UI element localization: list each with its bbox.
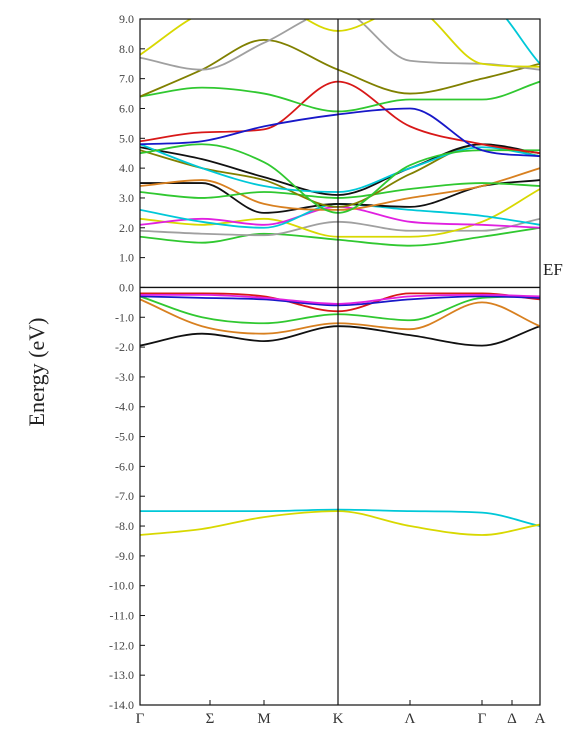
y-tick-label: 6.0 [119,101,134,115]
band-line-25 [140,1,540,67]
y-tick-label: 4.0 [119,161,134,175]
kpoint-label-4: Λ [405,711,416,727]
kpoint-label-2: M [257,711,270,727]
plot-frame [140,19,540,705]
band-line-18 [140,144,540,192]
kpoint-label-6: Δ [507,711,517,727]
y-tick-label: -5.0 [115,430,134,444]
y-tick-label: -13.0 [109,668,134,682]
y-tick-label: -8.0 [115,519,134,533]
y-tick-label: 5.0 [119,131,134,145]
y-tick-label: 1.0 [119,251,134,265]
y-tick-label: -12.0 [109,638,134,652]
y-tick-label: -2.0 [115,340,134,354]
band-line-2 [140,326,540,345]
y-tick-label: -14.0 [109,698,134,712]
y-tick-label: -6.0 [115,459,134,473]
y-axis-label: Energy (eV) [24,318,49,427]
band-line-19 [140,144,540,213]
kpoint-label-5: Γ [478,711,487,727]
y-tick-label: 7.0 [119,72,134,86]
y-tick-label: 8.0 [119,42,134,56]
band-line-0 [140,510,540,526]
y-tick-label: -9.0 [115,549,134,563]
y-tick-label: 3.0 [119,191,134,205]
band-line-13 [140,180,540,213]
y-tick-label: 0.0 [119,280,134,294]
band-lines [140,0,540,535]
band-line-20 [140,82,540,154]
band-line-22 [140,82,540,112]
kpoint-label-7: A [535,711,546,727]
y-tick-label: 2.0 [119,221,134,235]
kpoint-label-3: K [333,711,344,727]
kpoint-label-1: Σ [206,711,215,727]
y-tick-label: -3.0 [115,370,134,384]
y-tick-label: -10.0 [109,579,134,593]
fermi-level-label: EF [543,260,563,279]
y-tick-label: 9.0 [119,12,134,26]
band-line-1 [140,511,540,535]
y-tick-label: -1.0 [115,310,134,324]
kpoint-label-0: Γ [136,711,145,727]
y-tick-label: -11.0 [109,609,134,623]
band-line-26 [140,0,540,64]
band-line-4 [140,296,540,323]
y-tick-label: -7.0 [115,489,134,503]
y-tick-label: -4.0 [115,400,134,414]
reference-lines [140,19,540,705]
